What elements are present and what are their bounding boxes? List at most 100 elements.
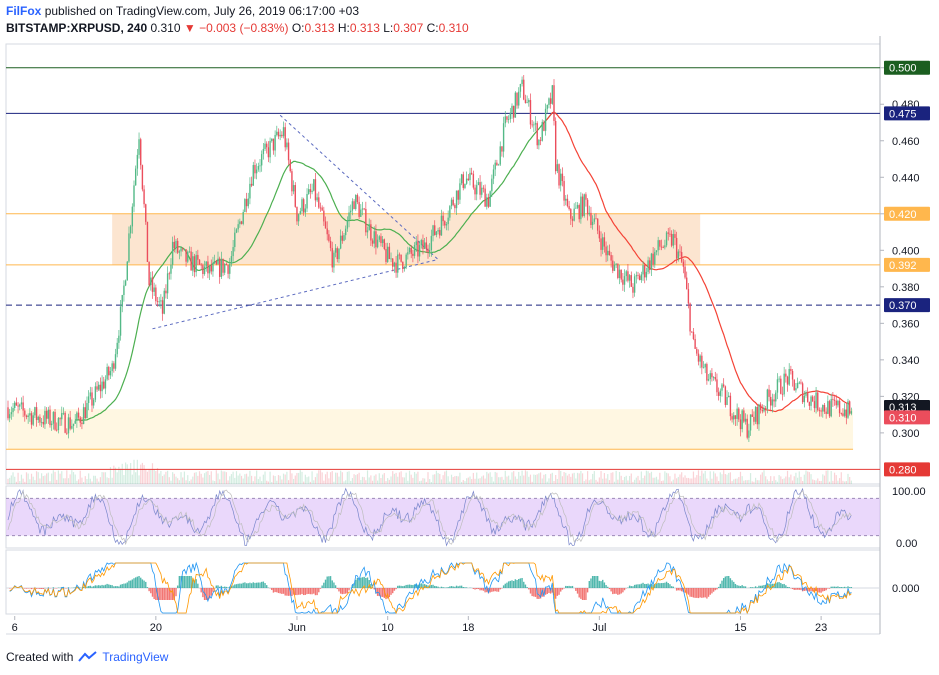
candle bbox=[650, 252, 653, 276]
macd-hist-bar bbox=[603, 582, 606, 588]
volume-bar bbox=[44, 475, 46, 484]
candle-body bbox=[674, 234, 676, 238]
candle-body bbox=[15, 402, 18, 406]
volume-bar bbox=[177, 478, 179, 484]
volume-bar bbox=[766, 479, 768, 484]
candle bbox=[622, 273, 624, 291]
volume-bar bbox=[393, 473, 395, 484]
macd-hist-bar bbox=[613, 588, 616, 594]
macd-hist-bar bbox=[491, 588, 493, 592]
macd-hist-bar bbox=[686, 588, 688, 594]
macd-hist-bar bbox=[571, 585, 574, 588]
volume-bar bbox=[761, 472, 763, 484]
candle-body bbox=[827, 401, 829, 414]
macd-hist-bar bbox=[664, 582, 666, 588]
candle bbox=[306, 188, 308, 213]
candle bbox=[670, 230, 673, 248]
candle bbox=[734, 415, 737, 426]
candle bbox=[29, 407, 31, 422]
candle bbox=[279, 129, 281, 141]
macd-hist-bar bbox=[91, 586, 93, 588]
macd-hist-bar bbox=[430, 584, 433, 588]
candle bbox=[768, 384, 770, 402]
candle-body bbox=[437, 230, 439, 232]
candle bbox=[785, 369, 787, 383]
candle-body bbox=[224, 264, 226, 273]
candle bbox=[193, 253, 196, 278]
candle-body bbox=[617, 263, 619, 278]
macd-hist-bar bbox=[428, 585, 431, 588]
volume-bar bbox=[578, 473, 580, 484]
macd-hist-bar bbox=[207, 588, 209, 600]
candle bbox=[467, 174, 470, 181]
candle bbox=[346, 216, 349, 232]
candle bbox=[548, 97, 550, 109]
macd-hist-bar bbox=[833, 586, 836, 588]
macd-hist-bar bbox=[415, 583, 417, 588]
zone-support bbox=[8, 409, 854, 450]
volume-bar bbox=[736, 478, 738, 484]
macd-hist-bar bbox=[388, 588, 391, 598]
time-tick-label: 23 bbox=[815, 622, 827, 634]
candle bbox=[215, 259, 218, 266]
macd-hist-bar bbox=[420, 583, 422, 588]
candle-body bbox=[87, 396, 90, 404]
macd-hist-bar bbox=[830, 586, 832, 588]
macd-hist-bar bbox=[131, 579, 134, 588]
volume-bar bbox=[427, 472, 429, 484]
macd-hist-bar bbox=[205, 588, 207, 600]
candle-body bbox=[598, 230, 601, 239]
volume-bar bbox=[723, 470, 725, 484]
candle-body bbox=[334, 248, 337, 253]
candle bbox=[692, 328, 695, 341]
macd-hist-bar bbox=[667, 583, 669, 588]
volume-bar bbox=[499, 477, 501, 484]
candle bbox=[133, 180, 135, 213]
level-box bbox=[884, 206, 930, 221]
candle-body bbox=[301, 199, 303, 212]
candle bbox=[202, 263, 204, 279]
macd-hist-bar bbox=[770, 584, 772, 588]
candle-body bbox=[234, 232, 236, 248]
candle bbox=[660, 239, 663, 251]
volume-bar bbox=[497, 477, 500, 484]
candle-body bbox=[482, 187, 485, 189]
macd-hist-bar bbox=[640, 583, 643, 588]
candle bbox=[518, 87, 520, 109]
volume-bar bbox=[249, 470, 251, 484]
volume-bar bbox=[783, 478, 785, 484]
volume-bar bbox=[51, 473, 53, 484]
macd-hist-bar bbox=[551, 588, 554, 593]
candle bbox=[344, 225, 347, 240]
candle bbox=[92, 397, 95, 409]
candle-body bbox=[654, 252, 656, 265]
tradingview-link[interactable]: TradingView bbox=[102, 650, 169, 664]
volume-bar bbox=[808, 472, 810, 484]
candle bbox=[257, 162, 260, 172]
volume-bar bbox=[635, 477, 637, 484]
macd-hist-bar bbox=[655, 583, 658, 588]
candle-body bbox=[386, 246, 389, 262]
rsi-tick-label: 100.00 bbox=[892, 486, 926, 498]
publisher-name[interactable]: FilFox bbox=[6, 4, 42, 18]
candle bbox=[729, 392, 732, 421]
candle-body bbox=[665, 232, 668, 246]
volume-bar bbox=[756, 480, 758, 484]
candle-body bbox=[472, 173, 475, 188]
candle bbox=[593, 213, 596, 225]
candle-body bbox=[519, 84, 522, 92]
candle-body bbox=[534, 123, 537, 125]
candle-body bbox=[116, 342, 118, 355]
candle-body bbox=[712, 377, 715, 378]
volume-bar bbox=[387, 478, 389, 484]
macd-hist-bar bbox=[94, 585, 97, 588]
volume-bar bbox=[279, 475, 281, 484]
macd-hist-bar bbox=[768, 583, 770, 588]
candle bbox=[810, 395, 812, 411]
volume-bar bbox=[135, 472, 137, 484]
candle bbox=[420, 238, 422, 249]
macd-hist-bar bbox=[442, 587, 444, 588]
candle-body bbox=[581, 196, 584, 216]
candle-body bbox=[655, 250, 658, 253]
